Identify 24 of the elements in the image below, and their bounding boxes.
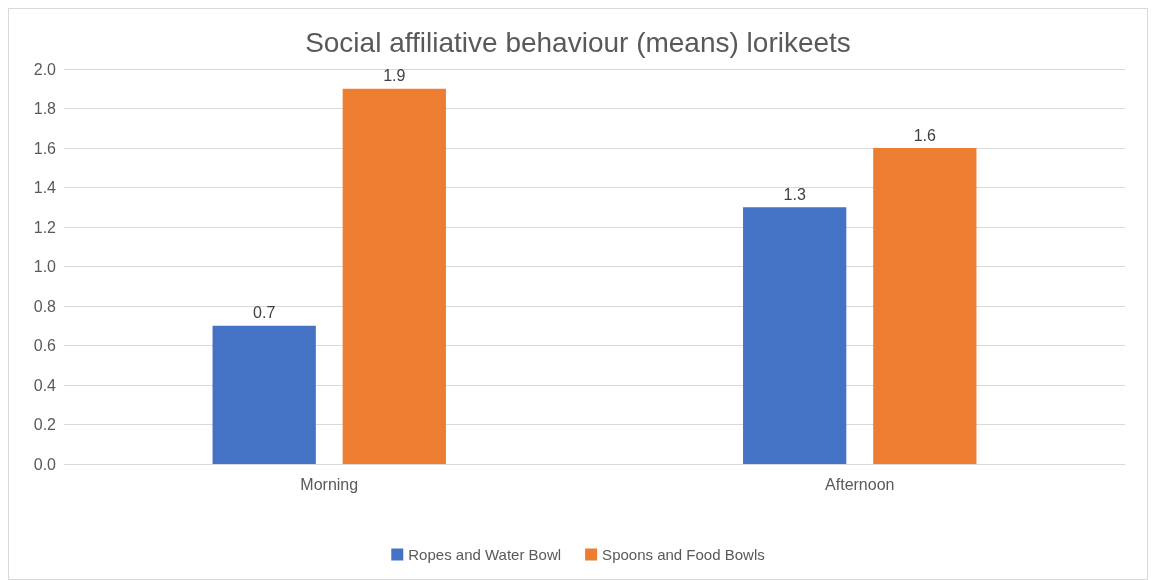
bar — [212, 325, 316, 464]
y-tick-label: 1.2 — [33, 218, 57, 236]
y-tick-label: 1.6 — [33, 139, 57, 157]
y-tick-label: 0.6 — [33, 337, 57, 354]
y-tick-label: 1.4 — [33, 179, 57, 196]
data-label: 1.3 — [783, 185, 806, 203]
y-tick-label: 2.0 — [33, 60, 57, 78]
bar — [873, 148, 977, 464]
y-tick-label: 0.2 — [33, 416, 57, 433]
data-label: 1.6 — [913, 126, 937, 144]
bar — [342, 88, 446, 464]
x-tick-label: Morning — [300, 475, 359, 493]
chart-title: Social affiliative behaviour (means) lorikeets — [305, 26, 851, 58]
data-label: 1.9 — [383, 67, 406, 85]
y-tick-label: 1.8 — [33, 100, 57, 117]
legend-label: Spoons and Food Bowls — [602, 546, 765, 563]
bar — [743, 207, 847, 464]
y-tick-label: 0.8 — [33, 297, 57, 315]
y-tick-label: 0.4 — [33, 376, 57, 394]
y-tick-label: 1.0 — [33, 258, 57, 275]
data-label: 0.7 — [253, 304, 276, 322]
x-tick-label: Afternoon — [825, 475, 895, 493]
legend-label: Ropes and Water Bowl — [408, 546, 562, 563]
y-tick-label: 0.0 — [33, 455, 57, 473]
